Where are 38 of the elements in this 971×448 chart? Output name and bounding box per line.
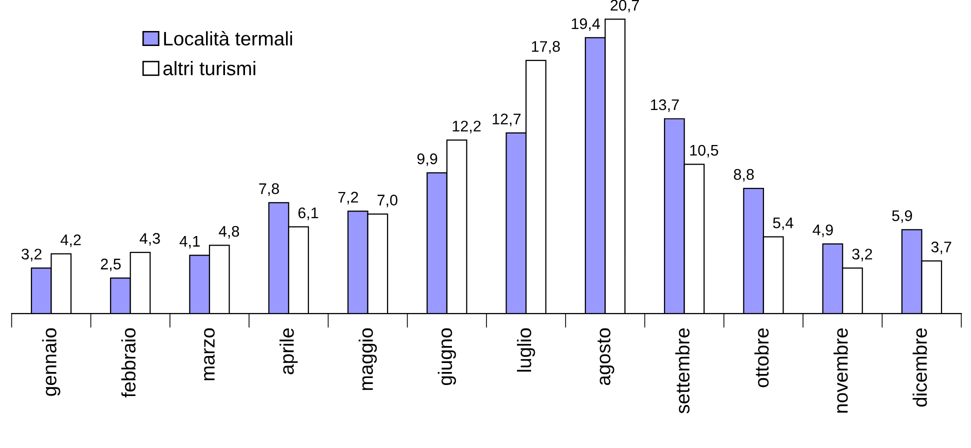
x-tick-label: agosto — [598, 328, 614, 386]
x-tick-label: dicembre — [912, 328, 927, 407]
x-tick-label: marzo — [204, 328, 215, 380]
data-label: 20,7 — [610, 0, 639, 12]
data-label: 7,2 — [338, 192, 358, 204]
x-tick-label: aprile — [280, 328, 298, 374]
x-tick-label: settembre — [675, 328, 690, 414]
x-tick-label: maggio — [358, 328, 377, 390]
data-label: 9,9 — [417, 153, 438, 166]
data-label: 7,8 — [259, 183, 279, 196]
data-label: 13,7 — [650, 99, 679, 112]
x-tick-label: novembre — [834, 328, 848, 413]
data-label: 2,5 — [100, 258, 121, 272]
data-label: 3,7 — [931, 242, 952, 254]
data-label: 4,8 — [218, 226, 240, 239]
data-label: 19,4 — [572, 18, 600, 31]
data-label: 3,2 — [852, 248, 872, 262]
x-tick-label: gennaio — [42, 328, 60, 396]
x-tick-label: luglio — [516, 328, 536, 372]
data-label: 5,9 — [892, 210, 912, 223]
data-label: 4,3 — [140, 233, 160, 246]
x-tick-label: ottobre — [754, 328, 769, 388]
x-tick-label: febbraio — [121, 328, 136, 398]
data-label: 5,4 — [773, 218, 794, 230]
legend-label: Località termali — [164, 31, 292, 46]
data-label: 4,9 — [812, 224, 833, 238]
data-label: 4,2 — [60, 234, 81, 248]
data-label: 10,5 — [690, 144, 718, 158]
data-label: 12,7 — [492, 114, 521, 126]
data-label: 6,1 — [298, 207, 318, 220]
data-label: 7,0 — [378, 194, 398, 208]
data-label: 4,1 — [180, 236, 200, 249]
legend-label: altri turismi — [163, 61, 256, 76]
data-label: 3,2 — [22, 248, 42, 262]
x-tick-label: giugno — [438, 328, 456, 386]
data-label: 8,8 — [734, 169, 754, 182]
data-label: 17,8 — [532, 41, 560, 54]
data-label: 12,2 — [452, 120, 481, 134]
